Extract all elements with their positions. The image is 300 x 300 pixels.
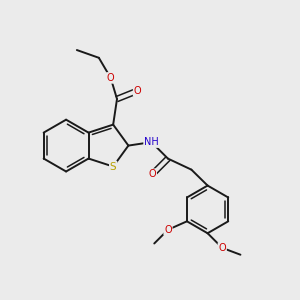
Text: O: O [218,243,226,253]
Text: O: O [107,73,115,83]
Text: O: O [164,225,172,235]
Text: S: S [110,161,116,172]
Text: NH: NH [144,137,159,147]
Text: O: O [134,86,141,96]
Text: O: O [148,169,156,179]
